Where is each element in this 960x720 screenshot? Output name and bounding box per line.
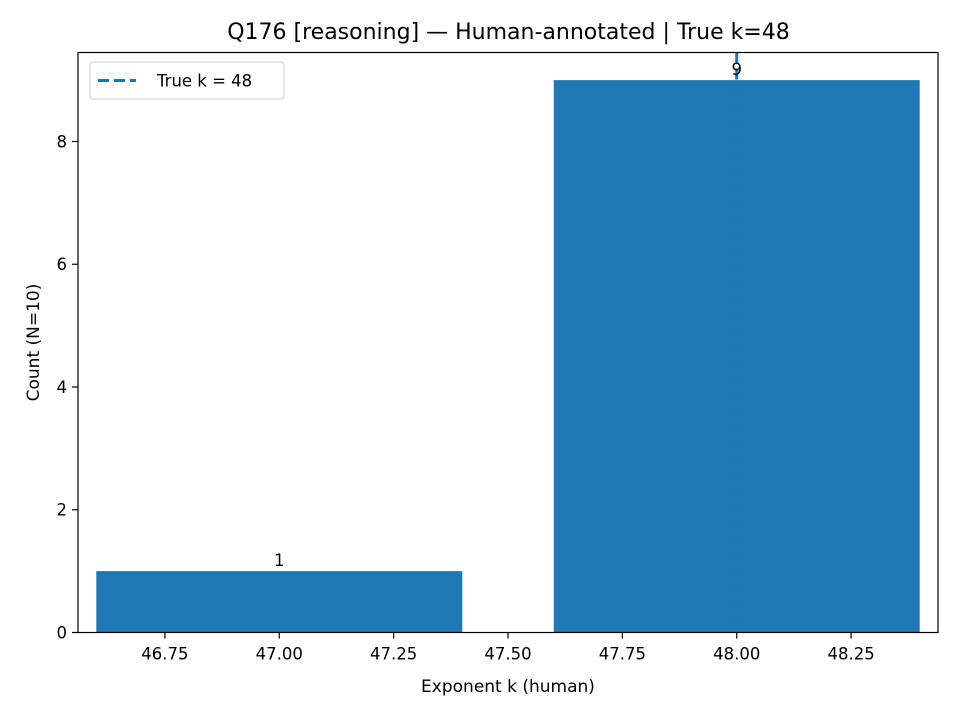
bar-value-label: 9 xyxy=(731,60,742,79)
y-tick-label: 4 xyxy=(57,378,68,397)
y-tick-label: 2 xyxy=(57,501,68,520)
y-axis-label: Count (N=10) xyxy=(24,284,44,402)
legend-box xyxy=(89,61,285,100)
y-ticks: 0 2 4 6 8 xyxy=(57,132,78,643)
x-tick-label: 47.00 xyxy=(256,645,303,664)
chart-title: Q176 [reasoning] — Human-annotated | Tru… xyxy=(227,20,790,45)
x-tick-label: 47.25 xyxy=(370,645,417,664)
x-tick-label: 46.75 xyxy=(141,645,188,664)
bar-labels: 19 xyxy=(274,60,742,570)
x-tick-label: 47.75 xyxy=(599,645,646,664)
bar-value-label: 1 xyxy=(274,551,285,570)
x-tick-label: 48.00 xyxy=(713,645,760,664)
y-tick-label: 8 xyxy=(57,132,68,151)
x-tick-label: 47.50 xyxy=(484,645,531,664)
x-tick-label: 48.25 xyxy=(827,645,874,664)
x-ticks: 46.75 47.00 47.25 47.50 47.75 48.00 48.25 xyxy=(141,632,875,664)
bar-0 xyxy=(96,571,463,633)
y-tick-label: 6 xyxy=(57,255,68,274)
legend: True k = 48 xyxy=(89,61,285,100)
x-axis-label: Exponent k (human) xyxy=(421,677,595,697)
legend-entry-label: True k = 48 xyxy=(156,72,252,91)
y-tick-label: 0 xyxy=(57,624,68,643)
